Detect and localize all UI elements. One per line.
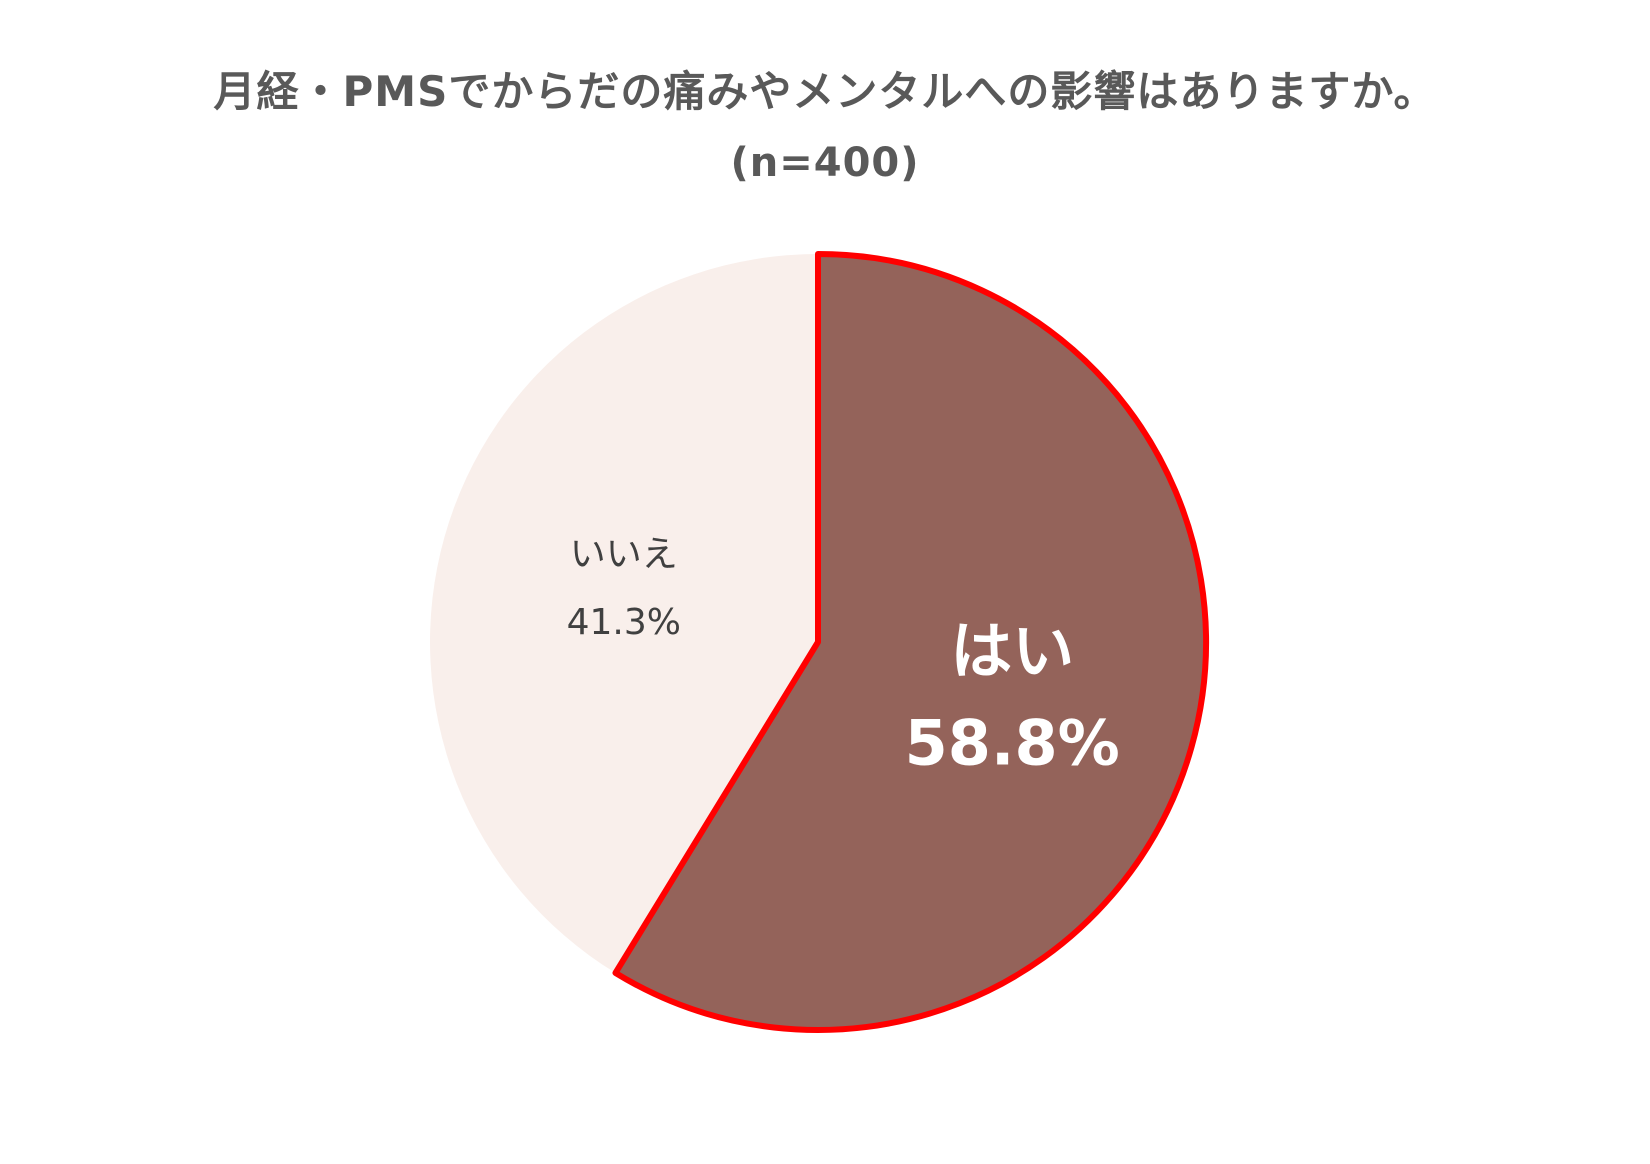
slice-label-no: いいえ: [570, 534, 678, 575]
slice-value-yes: 58.8%: [905, 706, 1120, 779]
pie-slice-yes: [612, 251, 1209, 1033]
slice-value-no: 41.3%: [567, 602, 681, 643]
pie-slices: [430, 251, 1209, 1033]
pie-slice-no: [430, 254, 818, 973]
slice-label-yes: はい: [950, 614, 1074, 687]
chart-title: 月経・PMSでからだの痛みやメンタルへの影響はありますか。: [213, 67, 1437, 116]
chart-subtitle: (n=400): [730, 140, 920, 186]
pie-labels: はい 58.8% いいえ 41.3%: [567, 534, 1120, 780]
